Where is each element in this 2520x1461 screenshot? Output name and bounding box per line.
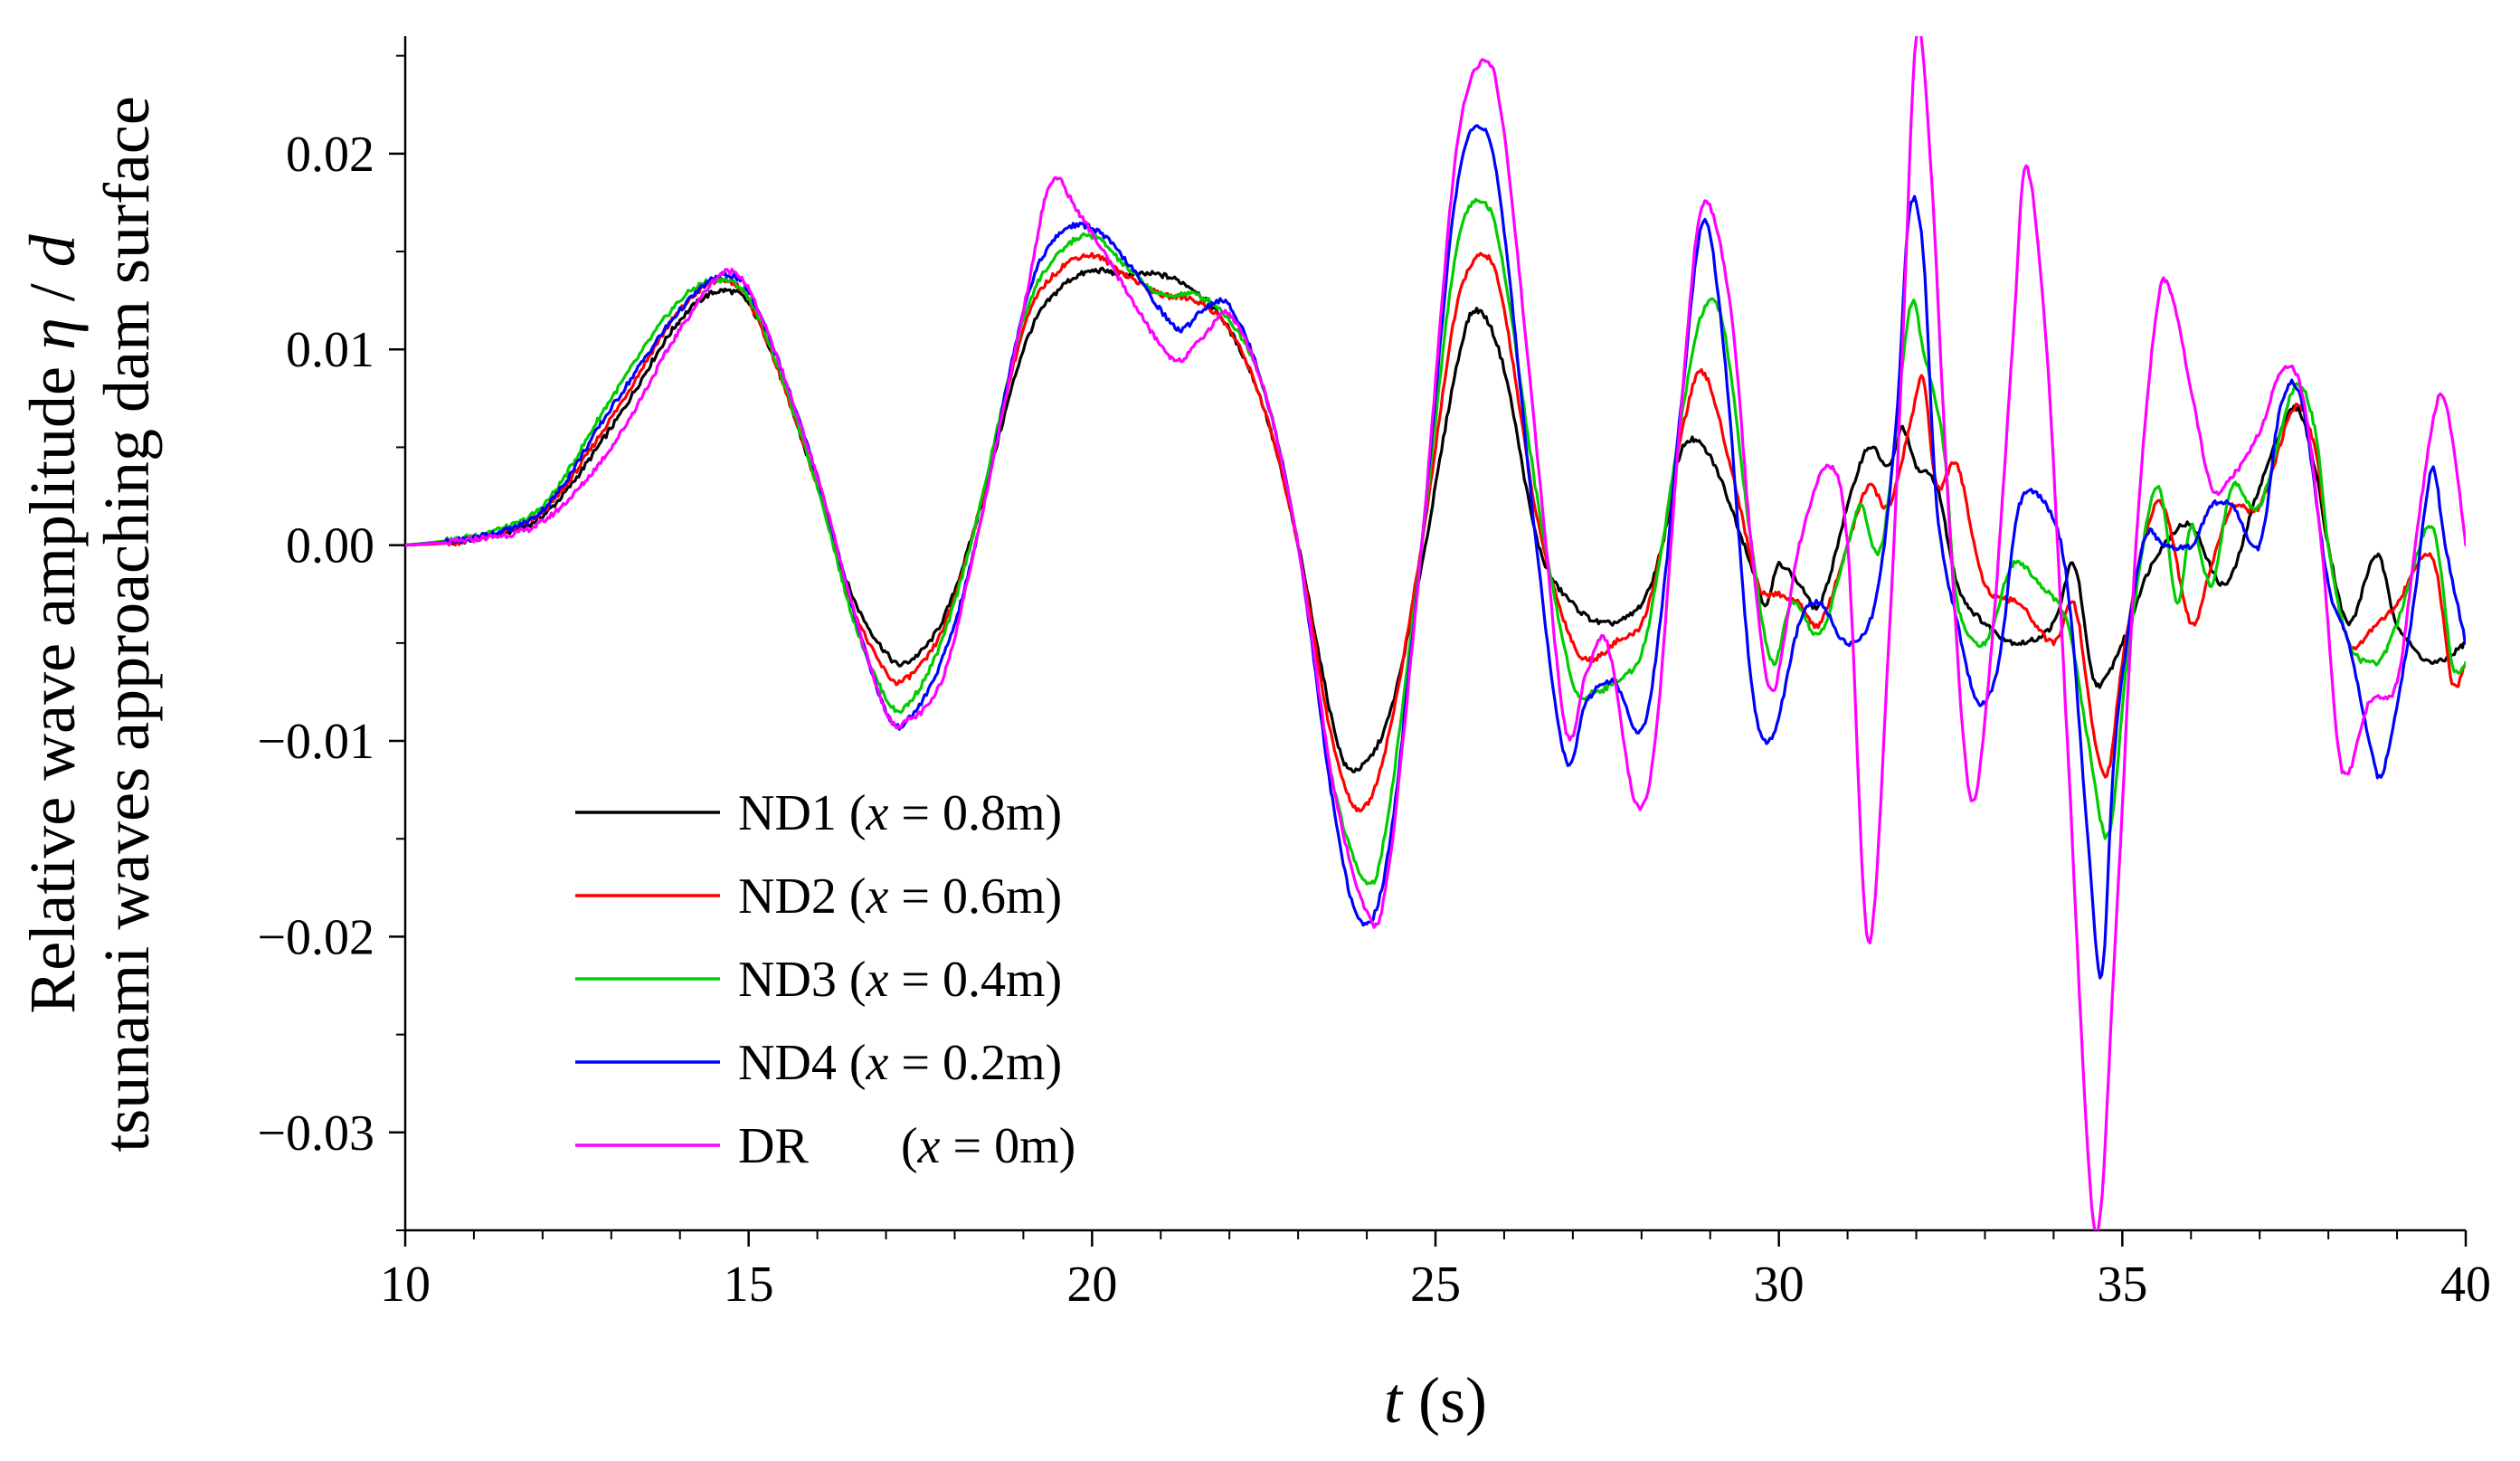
x-axis-var: t	[1384, 1364, 1404, 1437]
legend-label-nd2: ND2 (x = 0.6m)	[738, 868, 1062, 925]
x-tick-label: 35	[2097, 1257, 2147, 1313]
legend-label-nd4: ND4 (x = 0.2m)	[738, 1035, 1062, 1091]
legend-label-nd1: ND1 (x = 0.8m)	[738, 785, 1062, 841]
x-tick-label: 10	[380, 1257, 431, 1313]
x-axis-unit: (s)	[1402, 1364, 1487, 1437]
y-axis-title-line1: Relative wave amplitude η / d	[16, 233, 89, 1013]
series-line-nd1	[405, 266, 2466, 773]
y-tick-label: −0.01	[257, 714, 374, 770]
legend-label-dr: DR (x = 0m)	[738, 1118, 1075, 1174]
y-tick-label: 0.00	[286, 518, 374, 574]
x-tick-label: 30	[1754, 1257, 1805, 1313]
y-axis-d: d	[16, 233, 89, 267]
x-tick-label: 40	[2440, 1257, 2491, 1313]
legend-label-nd3: ND3 (x = 0.4m)	[738, 952, 1062, 1008]
x-tick-label: 20	[1066, 1257, 1117, 1313]
series-lines	[405, 36, 2466, 1230]
y-axis-title-prefix: Relative wave amplitude	[16, 350, 89, 1014]
y-tick-label: −0.02	[257, 909, 374, 965]
series-line-nd4	[405, 124, 2466, 980]
series-line-dr	[405, 36, 2466, 1230]
legend: ND1 (x = 0.8m) ND2 (x = 0.6m) ND3 (x = 0.4…	[575, 785, 1075, 1174]
x-tick-label: 25	[1410, 1257, 1461, 1313]
series-line-nd2	[405, 251, 2466, 813]
y-tick-label: 0.02	[286, 127, 374, 183]
y-tick-label: −0.03	[257, 1105, 374, 1162]
y-axis-title-line2: tsunami waves approaching dam surface	[90, 96, 163, 1153]
axis-ticks: 10 15 20 25 30 35 40 −0.03 −0.02 −0.01 0.00 0.01 0.0…	[257, 54, 2491, 1313]
y-axis-eta: η	[16, 318, 89, 350]
x-axis-title: t (s)	[1384, 1364, 1487, 1437]
x-tick-label: 15	[724, 1257, 774, 1313]
y-tick-label: 0.01	[286, 322, 374, 378]
y-axis-slash: /	[16, 267, 89, 318]
y-axis-title: Relative wave amplitude η / d tsunami wa…	[16, 96, 163, 1153]
series-line-nd3	[405, 197, 2466, 886]
